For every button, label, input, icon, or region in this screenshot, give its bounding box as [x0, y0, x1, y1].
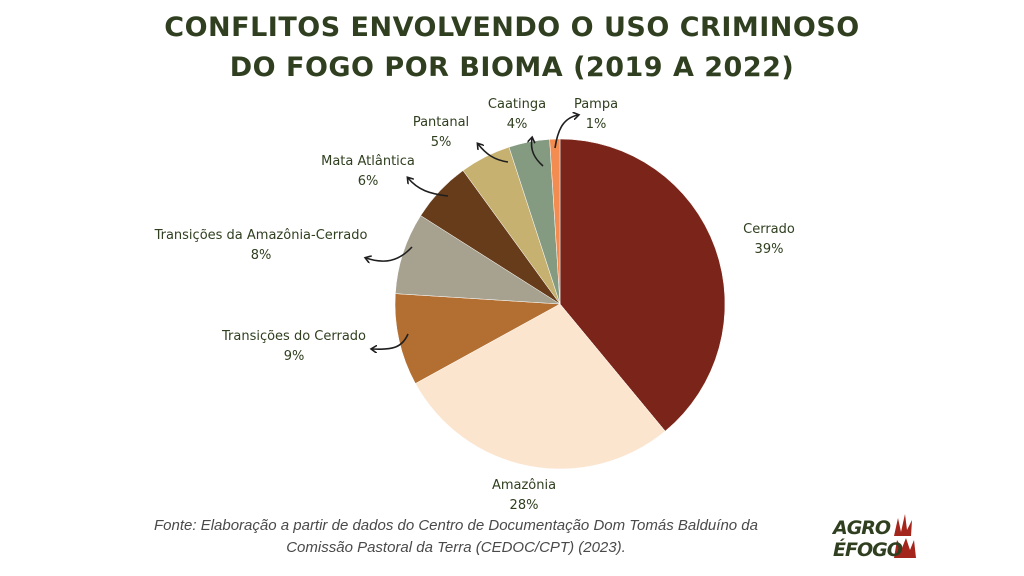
title-line-2: DO FOGO POR BIOMA (2019 A 2022): [229, 52, 795, 83]
source-note: Fonte: Elaboração a partir de dados do C…: [96, 515, 816, 559]
flame-icon: [894, 514, 916, 558]
slice-label-8: Pampa: [574, 97, 618, 112]
slice-label-4: Transições da Amazônia-Cerrado: [154, 228, 368, 243]
slice-label-3: Transições do Cerrado: [221, 329, 366, 344]
pie-labels: Cerrado 39% Amazônia 28% Transições do Cerra…: [154, 97, 795, 513]
slice-value-4: 8%: [251, 248, 272, 263]
pie-slices: [394, 138, 726, 470]
slice-value-6: 5%: [431, 135, 452, 150]
slice-value-7: 4%: [507, 117, 528, 132]
label-arrow-5: [408, 178, 449, 197]
pie-slice-8: [549, 138, 561, 305]
pie-slice-2: [415, 303, 666, 470]
logo-line-2: ÉFOGO: [833, 538, 903, 560]
logo-line-1: AGRO: [832, 517, 891, 539]
source-line-2: Comissão Pastoral da Terra (CEDOC/CPT) (…: [286, 539, 626, 556]
slice-label-7: Caatinga: [488, 97, 546, 112]
label-arrow-8: [554, 115, 578, 149]
title-line-1: CONFLITOS ENVOLVENDO O USO CRIMINOSO: [164, 12, 860, 43]
pie-slice-3: [394, 293, 561, 384]
slice-label-6: Pantanal: [413, 115, 469, 130]
slice-label-1: Cerrado: [743, 222, 795, 237]
label-arrow-3: [372, 333, 409, 349]
slice-value-8: 1%: [586, 117, 607, 132]
label-arrow-6: [478, 144, 509, 163]
slice-value-3: 9%: [284, 349, 305, 364]
label-arrow-4: [366, 246, 413, 261]
slice-label-2: Amazônia: [492, 478, 556, 493]
slice-label-5: Mata Atlântica: [321, 154, 415, 169]
slice-value-1: 39%: [755, 242, 784, 257]
label-arrow-7: [531, 138, 544, 167]
agro-fogo-logo: AGRO ÉFOGO: [832, 514, 916, 560]
slice-value-2: 28%: [510, 498, 539, 513]
source-line-1: Fonte: Elaboração a partir de dados do C…: [154, 517, 758, 534]
slice-value-5: 6%: [358, 174, 379, 189]
chart-title: CONFLITOS ENVOLVENDO O USO CRIMINOSO DO …: [0, 8, 1024, 88]
pie-slice-1: [559, 138, 726, 432]
